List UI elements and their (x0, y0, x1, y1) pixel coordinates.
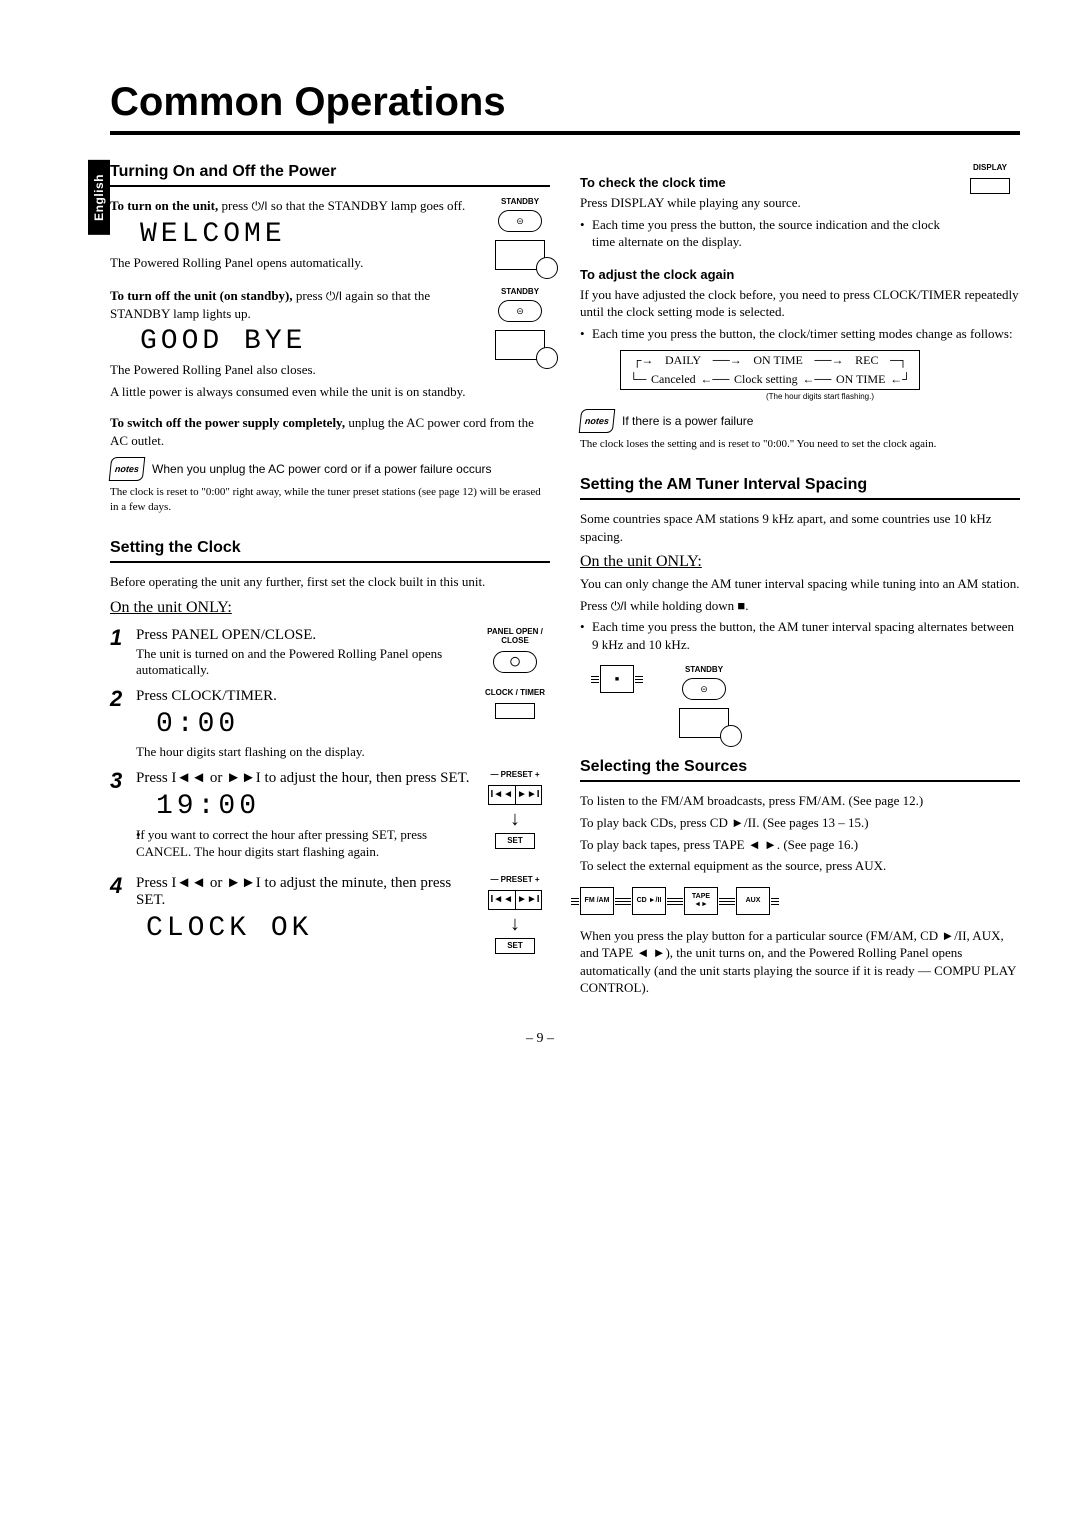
power-icon: ⏻/I (611, 599, 627, 613)
am-spacing-note: You can only change the AM tuner interva… (580, 575, 1020, 593)
preset-set-buttons-icon: — PRESET + I◄◄►►I ↓ SET (480, 875, 550, 954)
am-spacing-intro: Some countries space AM stations 9 kHz a… (580, 510, 1020, 545)
display-clockok: CLOCK OK (146, 913, 474, 944)
check-clock-bullet: Each time you press the button, the sour… (580, 216, 952, 251)
step-3: 3 Press I◄◄ or ►►I to adjust the hour, t… (110, 770, 550, 865)
check-clock-heading: To check the clock time (580, 175, 952, 190)
src-cd-text: To play back CDs, press CD ►/II. (See pa… (580, 814, 1020, 832)
compu-play-text: When you press the play button for a par… (580, 927, 1020, 997)
display-1900: 19:00 (156, 791, 474, 822)
section-sources-title: Selecting the Sources (580, 758, 1020, 782)
step-2: 2 Press CLOCK/TIMER. 0:00 The hour digit… (110, 688, 550, 760)
unit-only-label: On the unit ONLY: (580, 553, 1020, 571)
unit-illustration-icon (495, 240, 545, 270)
adjust-clock-text: If you have adjusted the clock before, y… (580, 286, 1020, 321)
tape-button-icon: TAPE ◄► (684, 887, 718, 915)
panel-open-close-button-icon: PANEL OPEN / CLOSE ◯ (480, 627, 550, 673)
mode-flow-diagram: ┌→ DAILY ──→ ON TIME ──→ REC ─┐ └─ Cance… (620, 350, 1020, 401)
page-title: Common Operations (110, 80, 1020, 135)
notes-icon: notes (109, 457, 146, 481)
panel-closes-text: The Powered Rolling Panel also closes. (110, 361, 484, 379)
section-am-spacing-title: Setting the AM Tuner Interval Spacing (580, 476, 1020, 500)
adjust-clock-bullet: Each time you press the button, the cloc… (580, 325, 1020, 343)
note1-body: The clock is reset to "0:00" right away,… (110, 485, 550, 515)
notes-icon: notes (579, 409, 616, 433)
step-number: 2 (110, 688, 130, 710)
language-tab: English (88, 160, 110, 235)
src-tape-text: To play back tapes, press TAPE ◄ ►. (See… (580, 836, 1020, 854)
clock-timer-button-icon: CLOCK / TIMER (480, 688, 550, 719)
standby-power-text: A little power is always consumed even w… (110, 383, 484, 401)
content-columns: Turning On and Off the Power To turn on … (110, 163, 1020, 1001)
turn-on-text: To turn on the unit, press ⏻/I so that t… (110, 197, 484, 215)
adjust-clock-heading: To adjust the clock again (580, 267, 1020, 282)
step-number: 4 (110, 875, 130, 897)
next-icon: ►►I (226, 875, 261, 891)
note2-body: The clock loses the setting and is reset… (580, 437, 1020, 452)
step-number: 3 (110, 770, 130, 792)
step-4: 4 Press I◄◄ or ►►I to adjust the minute,… (110, 875, 550, 954)
standby-button-icon: STANDBY ⊝ (674, 665, 734, 738)
display-goodbye: GOOD BYE (140, 326, 484, 357)
page-number: – 9 – (60, 1031, 1020, 1047)
am-spacing-instruction: Press ⏻/I while holding down ■. (580, 597, 1020, 615)
prev-icon: I◄◄ (171, 875, 206, 891)
power-icon: ⏻/I (251, 199, 267, 213)
display-welcome: WELCOME (140, 219, 484, 250)
am-spacing-bullet: Each time you press the button, the AM t… (580, 618, 1020, 653)
step-1: 1 Press PANEL OPEN/CLOSE. The unit is tu… (110, 627, 550, 678)
unplug-text: To switch off the power supply completel… (110, 414, 550, 449)
unit-only-label: On the unit ONLY: (110, 599, 550, 617)
standby-illustration-2: STANDBY ⊝ (490, 287, 550, 360)
src-fm-text: To listen to the FM/AM broadcasts, press… (580, 792, 1020, 810)
am-spacing-illustration: ■ STANDBY ⊝ (600, 665, 1020, 738)
step-number: 1 (110, 627, 130, 649)
aux-button-icon: AUX (736, 887, 770, 915)
notes-power-failure: notes When you unplug the AC power cord … (110, 457, 550, 481)
section-power-title: Turning On and Off the Power (110, 163, 550, 187)
unit-illustration-icon (495, 330, 545, 360)
panel-opens-text: The Powered Rolling Panel opens automati… (110, 254, 484, 272)
source-buttons-row: FM /AM CD ►/II TAPE ◄► AUX (580, 887, 1020, 915)
display-000: 0:00 (156, 709, 474, 740)
cd-button-icon: CD ►/II (632, 887, 666, 915)
left-column: Turning On and Off the Power To turn on … (110, 163, 550, 1001)
notes-power-failure-2: notes If there is a power failure (580, 409, 1020, 433)
fm-am-button-icon: FM /AM (580, 887, 614, 915)
stop-button-icon: ■ (600, 665, 634, 738)
arrow-down-icon: ↓ (510, 811, 520, 827)
standby-illustration: STANDBY ⊝ (490, 197, 550, 270)
power-icon: ⏻/I (326, 289, 342, 303)
check-clock-text: Press DISPLAY while playing any source. (580, 194, 952, 212)
display-button-icon: DISPLAY (960, 163, 1020, 194)
manual-page: English Common Operations Turning On and… (0, 0, 1080, 1087)
prev-icon: I◄◄ (171, 770, 206, 786)
turn-off-text: To turn off the unit (on standby), press… (110, 287, 484, 322)
src-aux-text: To select the external equipment as the … (580, 857, 1020, 875)
clock-intro-text: Before operating the unit any further, f… (110, 573, 550, 591)
next-icon: ►►I (226, 770, 261, 786)
right-column: To check the clock time Press DISPLAY wh… (580, 163, 1020, 1001)
preset-set-buttons-icon: — PRESET + I◄◄►►I ↓ SET (480, 770, 550, 849)
arrow-down-icon: ↓ (510, 916, 520, 932)
section-clock-title: Setting the Clock (110, 539, 550, 563)
